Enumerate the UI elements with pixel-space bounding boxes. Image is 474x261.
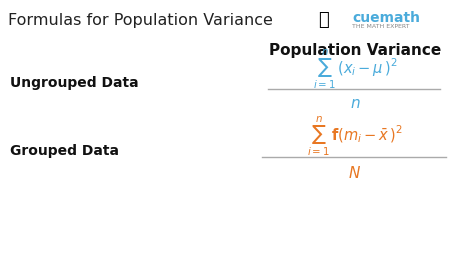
Text: 🚀: 🚀: [318, 11, 329, 29]
Text: cuemath: cuemath: [352, 11, 420, 25]
Text: $\sum_{i=1}^{n}\,\mathbf{f}(m_i - \bar{x}\,)^2$: $\sum_{i=1}^{n}\,\mathbf{f}(m_i - \bar{x…: [307, 114, 403, 158]
Text: $\sum_{i=1}^{n}\,(x_i - \mu\,)^2$: $\sum_{i=1}^{n}\,(x_i - \mu\,)^2$: [312, 48, 397, 91]
Text: Ungrouped Data: Ungrouped Data: [10, 76, 138, 90]
Text: $n$: $n$: [350, 97, 360, 111]
Text: Grouped Data: Grouped Data: [10, 144, 119, 158]
Text: $N$: $N$: [348, 165, 362, 181]
Text: Population Variance: Population Variance: [269, 43, 441, 58]
Text: THE MATH EXPERT: THE MATH EXPERT: [352, 24, 410, 29]
Text: Formulas for Population Variance: Formulas for Population Variance: [8, 13, 273, 28]
